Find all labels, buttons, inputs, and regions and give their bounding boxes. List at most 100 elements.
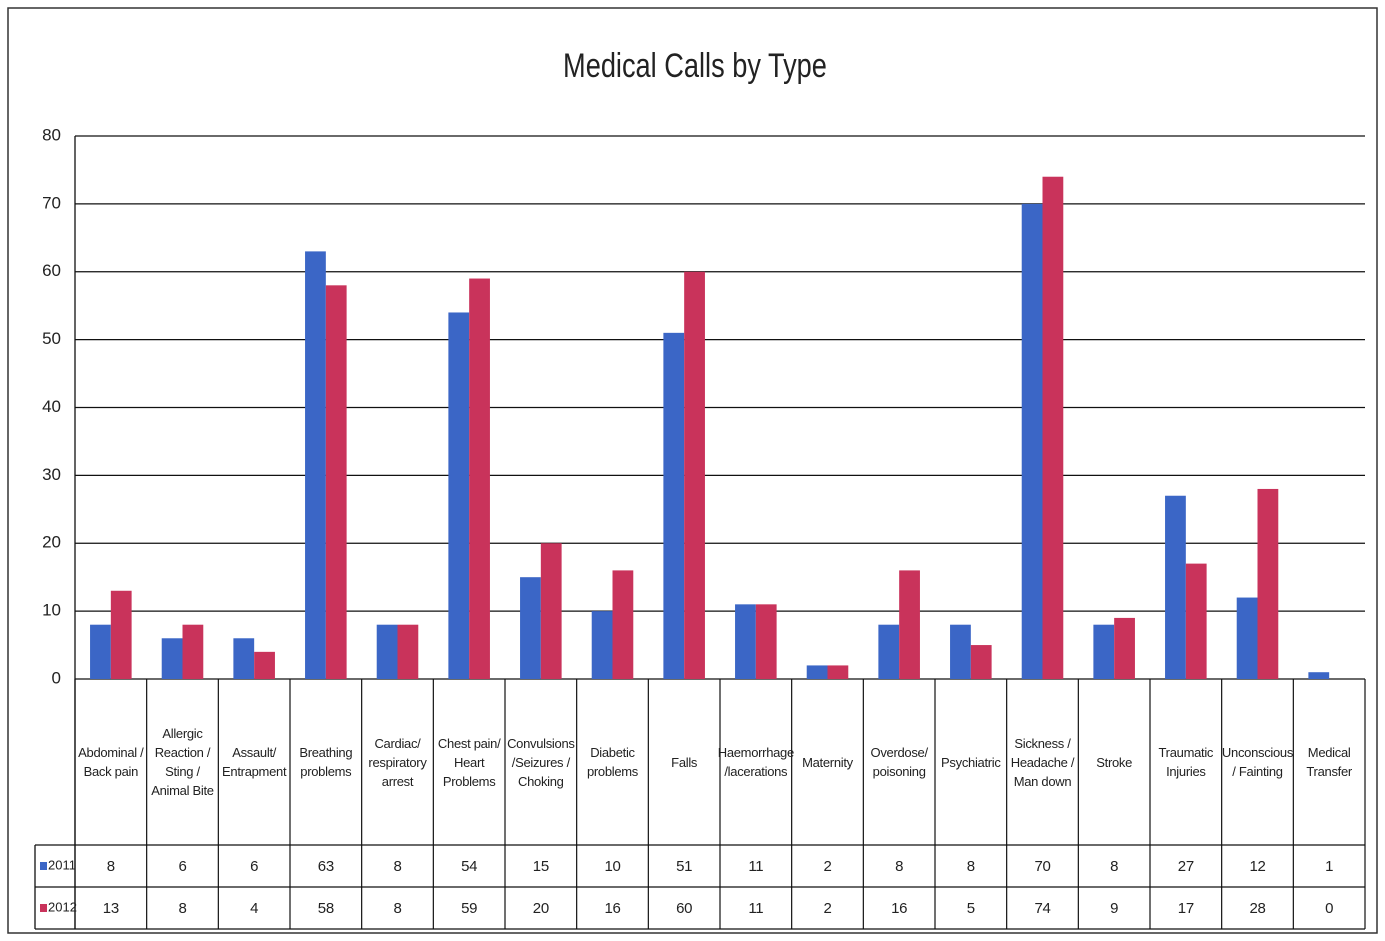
bar [448, 312, 470, 679]
bar [540, 543, 562, 679]
table-value: 0 [1325, 899, 1334, 917]
y-tick-label: 30 [42, 465, 61, 484]
table-value: 16 [891, 899, 908, 917]
table-value: 16 [604, 899, 621, 917]
y-tick-label: 70 [42, 193, 61, 212]
table-value: 59 [461, 899, 478, 917]
table-value: 58 [317, 899, 334, 917]
bar [110, 590, 132, 679]
category-label: Diabetic problems [586, 745, 639, 779]
category-label: Medical Transfer [1306, 745, 1352, 779]
table-value: 8 [393, 857, 402, 875]
bar [806, 665, 828, 679]
bar [1236, 597, 1258, 679]
table-value: 74 [1034, 899, 1051, 917]
table-value: 6 [250, 857, 259, 875]
bar [254, 651, 275, 679]
bar [878, 624, 900, 679]
category-label: Breathing problems [299, 745, 353, 779]
table-value: 4 [250, 899, 259, 917]
legend-swatch [40, 904, 47, 912]
table-value: 8 [178, 899, 187, 917]
table-value: 10 [604, 857, 621, 875]
y-tick-label: 40 [42, 397, 61, 416]
bar [1165, 495, 1186, 679]
bar [1093, 624, 1115, 679]
category-label: Allergic Reaction / Sting / Animal Bite [151, 726, 214, 798]
bar [161, 638, 183, 679]
bar [1021, 203, 1043, 679]
bar [90, 624, 111, 679]
category-label: Assault/ Entrapment [222, 745, 287, 779]
table-value: 8 [895, 857, 904, 875]
table-value: 9 [1110, 899, 1119, 917]
table-value: 28 [1249, 899, 1266, 917]
bar [325, 285, 347, 679]
bar [1185, 563, 1207, 679]
y-tick-label: 50 [42, 329, 61, 348]
table-value: 70 [1034, 857, 1051, 875]
table-value: 8 [393, 899, 402, 917]
y-tick-label: 80 [42, 125, 61, 144]
category-label: Overdose/ poisoning [870, 745, 929, 779]
table-value: 51 [676, 857, 693, 875]
bar [1308, 672, 1330, 679]
bar [1042, 176, 1064, 679]
category-label: Cardiac/ respiratory arrest [368, 735, 427, 789]
bar [397, 624, 419, 679]
category-label: Chest pain/ Heart Problems [437, 735, 501, 789]
table-value: 27 [1177, 857, 1194, 875]
table-value: 11 [748, 857, 764, 875]
bar [899, 570, 920, 679]
y-tick-label: 10 [42, 601, 61, 620]
legend-swatch [40, 862, 47, 870]
y-tick-label: 20 [42, 533, 61, 552]
bar [950, 624, 971, 679]
table-value: 2 [823, 899, 832, 917]
table-value: 63 [317, 857, 334, 875]
table-value: 2 [823, 857, 832, 875]
table-value: 15 [532, 857, 549, 875]
table-value: 54 [461, 857, 478, 875]
table-value: 6 [178, 857, 187, 875]
table-value: 60 [676, 899, 693, 917]
bar [520, 577, 541, 679]
category-label: Convulsions /Seizures / Choking [507, 735, 575, 789]
table-value: 5 [966, 899, 975, 917]
bar [469, 278, 490, 679]
table-value: 13 [102, 899, 119, 917]
category-label: Maternity [802, 754, 853, 770]
legend-label: 2011 [48, 857, 76, 872]
bar [1114, 617, 1135, 679]
bar [970, 645, 992, 679]
category-label: Traumatic Injuries [1158, 745, 1214, 779]
bar [376, 624, 398, 679]
y-tick-label: 60 [42, 261, 61, 280]
category-label: Psychiatric [941, 754, 1001, 770]
category-label: Haemorrhage /lacerations [717, 745, 794, 779]
bar [591, 611, 613, 679]
frame [7, 7, 1378, 934]
category-label: Unconscious / Fainting [1221, 745, 1294, 779]
y-tick-label: 0 [52, 668, 61, 687]
legend-label: 2012 [48, 899, 77, 914]
table-value: 8 [1110, 857, 1119, 875]
bar [684, 271, 705, 679]
bar [612, 570, 634, 679]
table-value: 17 [1177, 899, 1194, 917]
bar [735, 604, 756, 679]
table-value: 8 [966, 857, 975, 875]
bar [755, 604, 777, 679]
bar [1257, 488, 1279, 679]
chart-title: Medical Calls by Type [563, 46, 827, 85]
category-label: Falls [671, 754, 698, 770]
category-label: Sickness / Headache / Man down [1010, 735, 1075, 789]
bar [305, 251, 326, 679]
bar [663, 332, 685, 679]
bar [233, 638, 255, 679]
table-value: 20 [532, 899, 549, 917]
bar [827, 665, 849, 679]
table-value: 8 [106, 857, 115, 875]
category-label: Abdominal / Back pain [78, 745, 144, 779]
